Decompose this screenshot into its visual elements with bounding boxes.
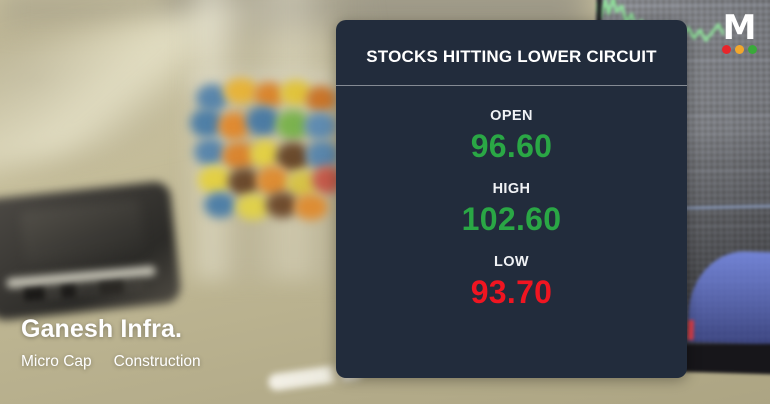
logo-letter: M (722, 8, 757, 48)
stat-high: HIGH 102.60 (336, 181, 687, 238)
company-tags: Micro Cap Construction (21, 353, 201, 371)
stat-value: 96.60 (470, 128, 553, 164)
stat-open: OPEN 96.60 (336, 108, 687, 165)
stat-label: LOW (493, 254, 530, 270)
card-divider (336, 85, 687, 86)
company-info: Ganesh Infra. Micro Cap Construction (21, 315, 201, 371)
stat-label: OPEN (490, 108, 533, 124)
company-tag-sector: Construction (113, 353, 201, 370)
card-title: STOCKS HITTING LOWER CIRCUIT (366, 47, 657, 66)
logo-dot-amber (734, 45, 744, 54)
stat-value: 93.70 (470, 274, 553, 310)
stats-list: OPEN 96.60 HIGH 102.60 LOW 93.70 (336, 86, 687, 311)
stat-low: LOW 93.70 (336, 254, 687, 311)
background-wall-band-left (0, 0, 200, 22)
stat-value: 102.60 (461, 201, 562, 237)
company-name: Ganesh Infra. (21, 315, 183, 343)
logo-dot-green (747, 45, 757, 54)
mint-logo: M (719, 8, 759, 57)
company-tag-market-cap: Micro Cap (21, 353, 92, 370)
stat-label: HIGH (492, 181, 531, 197)
chart-bar (687, 319, 695, 341)
logo-dot-red (721, 45, 731, 54)
stats-card: STOCKS HITTING LOWER CIRCUIT OPEN 96.60 … (336, 20, 687, 378)
logo-dots (719, 45, 759, 54)
